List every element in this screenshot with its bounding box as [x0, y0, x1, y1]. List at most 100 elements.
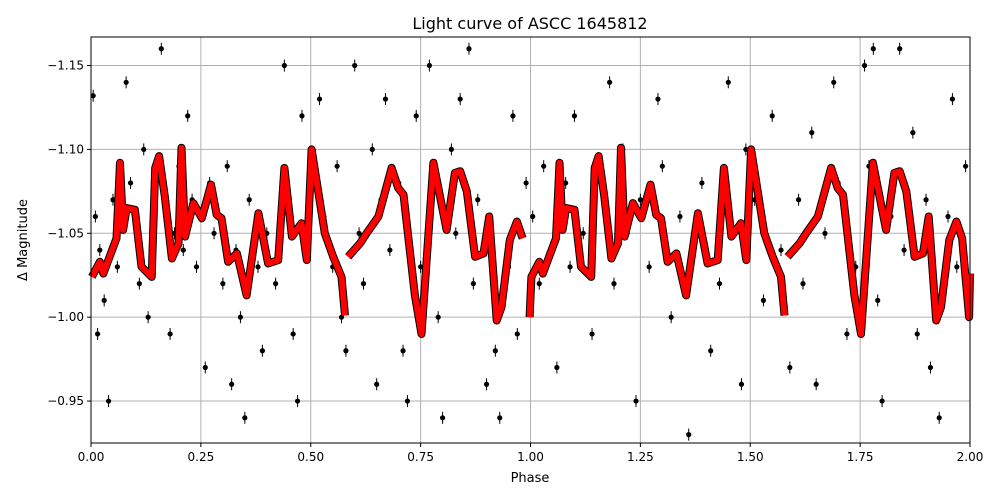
data-point	[202, 364, 208, 371]
data-point	[637, 197, 643, 203]
data-point	[352, 62, 358, 69]
data-point	[185, 113, 191, 119]
data-point	[879, 398, 885, 404]
y-tick-label: −1.10	[47, 142, 84, 156]
data-point	[949, 96, 956, 102]
data-point	[92, 213, 98, 220]
data-point	[382, 96, 389, 102]
data-point	[413, 113, 419, 119]
data-point	[281, 62, 287, 69]
data-point	[901, 247, 907, 253]
data-point	[492, 348, 498, 354]
data-point	[272, 281, 279, 287]
data-point	[963, 163, 969, 169]
data-point	[237, 314, 244, 320]
data-point	[897, 46, 903, 52]
data-point	[114, 264, 120, 270]
data-point	[831, 79, 837, 85]
data-point	[105, 398, 112, 404]
x-tick-label: 1.75	[847, 450, 874, 464]
data-point	[923, 197, 929, 203]
data-point	[800, 281, 806, 287]
fit-curve-line	[89, 144, 348, 316]
data-point	[145, 314, 151, 320]
data-point	[193, 264, 200, 270]
data-point	[400, 348, 406, 354]
data-point	[787, 364, 793, 371]
data-point	[404, 398, 411, 404]
data-point	[356, 230, 362, 236]
data-point	[180, 247, 186, 253]
fit-curve-line	[526, 144, 788, 318]
data-point	[224, 163, 230, 169]
data-point	[127, 180, 134, 186]
data-point	[334, 163, 340, 169]
data-point	[229, 381, 235, 387]
data-point	[426, 62, 433, 69]
fit-curve	[88, 143, 974, 338]
data-point	[220, 281, 226, 287]
x-tick-label: 1.50	[737, 450, 764, 464]
x-tick-label: 0.25	[188, 450, 215, 464]
data-point	[646, 264, 652, 270]
data-point	[760, 297, 767, 303]
data-point	[861, 62, 868, 69]
x-tick-label: 1.25	[627, 450, 654, 464]
data-point	[875, 297, 881, 303]
fit-curve-line	[345, 159, 526, 337]
data-point	[259, 348, 266, 354]
data-point	[677, 213, 683, 220]
data-point	[255, 264, 261, 270]
data-point	[769, 113, 775, 119]
data-point	[136, 281, 142, 287]
data-point	[554, 364, 560, 371]
data-point	[778, 247, 784, 253]
data-point	[795, 197, 802, 203]
data-point	[448, 146, 454, 153]
x-tick-label: 2.00	[957, 450, 984, 464]
data-point	[927, 364, 934, 371]
x-ticks: 0.00 0.25 0.50 0.75 1.00 1.25 1.50 1.75 2.00	[78, 443, 984, 464]
data-point	[418, 264, 424, 270]
data-point	[290, 331, 296, 337]
data-point	[387, 247, 393, 253]
data-point	[954, 264, 960, 270]
data-point	[607, 79, 613, 85]
data-point	[440, 415, 446, 421]
y-tick-label: −1.00	[47, 310, 84, 324]
data-point	[589, 331, 595, 337]
data-point	[141, 146, 147, 153]
data-point	[914, 331, 920, 337]
data-point	[659, 163, 665, 169]
data-point	[497, 415, 503, 421]
data-point	[536, 281, 542, 287]
data-point	[470, 281, 476, 287]
data-point	[483, 381, 490, 387]
data-point	[294, 398, 301, 404]
x-tick-label: 0.75	[407, 450, 434, 464]
data-point	[242, 415, 248, 421]
data-point	[167, 331, 173, 337]
data-point	[343, 348, 349, 354]
data-point	[580, 230, 586, 236]
data-point	[246, 197, 252, 203]
data-point	[90, 93, 96, 99]
data-point	[97, 247, 103, 253]
data-point	[686, 432, 692, 438]
data-point	[822, 230, 828, 236]
x-tick-label: 0.00	[78, 450, 105, 464]
data-point	[316, 96, 323, 102]
fit-curve-line	[785, 159, 973, 337]
y-axis-label: Δ Magnitude	[16, 199, 31, 281]
data-point	[725, 79, 731, 85]
y-tick-label: −1.15	[47, 59, 84, 73]
y-tick-label: −1.05	[47, 226, 84, 240]
data-point	[466, 46, 472, 52]
data-point	[514, 331, 520, 337]
data-point	[374, 381, 380, 387]
data-point	[530, 213, 536, 220]
data-point	[716, 281, 723, 287]
data-point	[655, 96, 661, 102]
